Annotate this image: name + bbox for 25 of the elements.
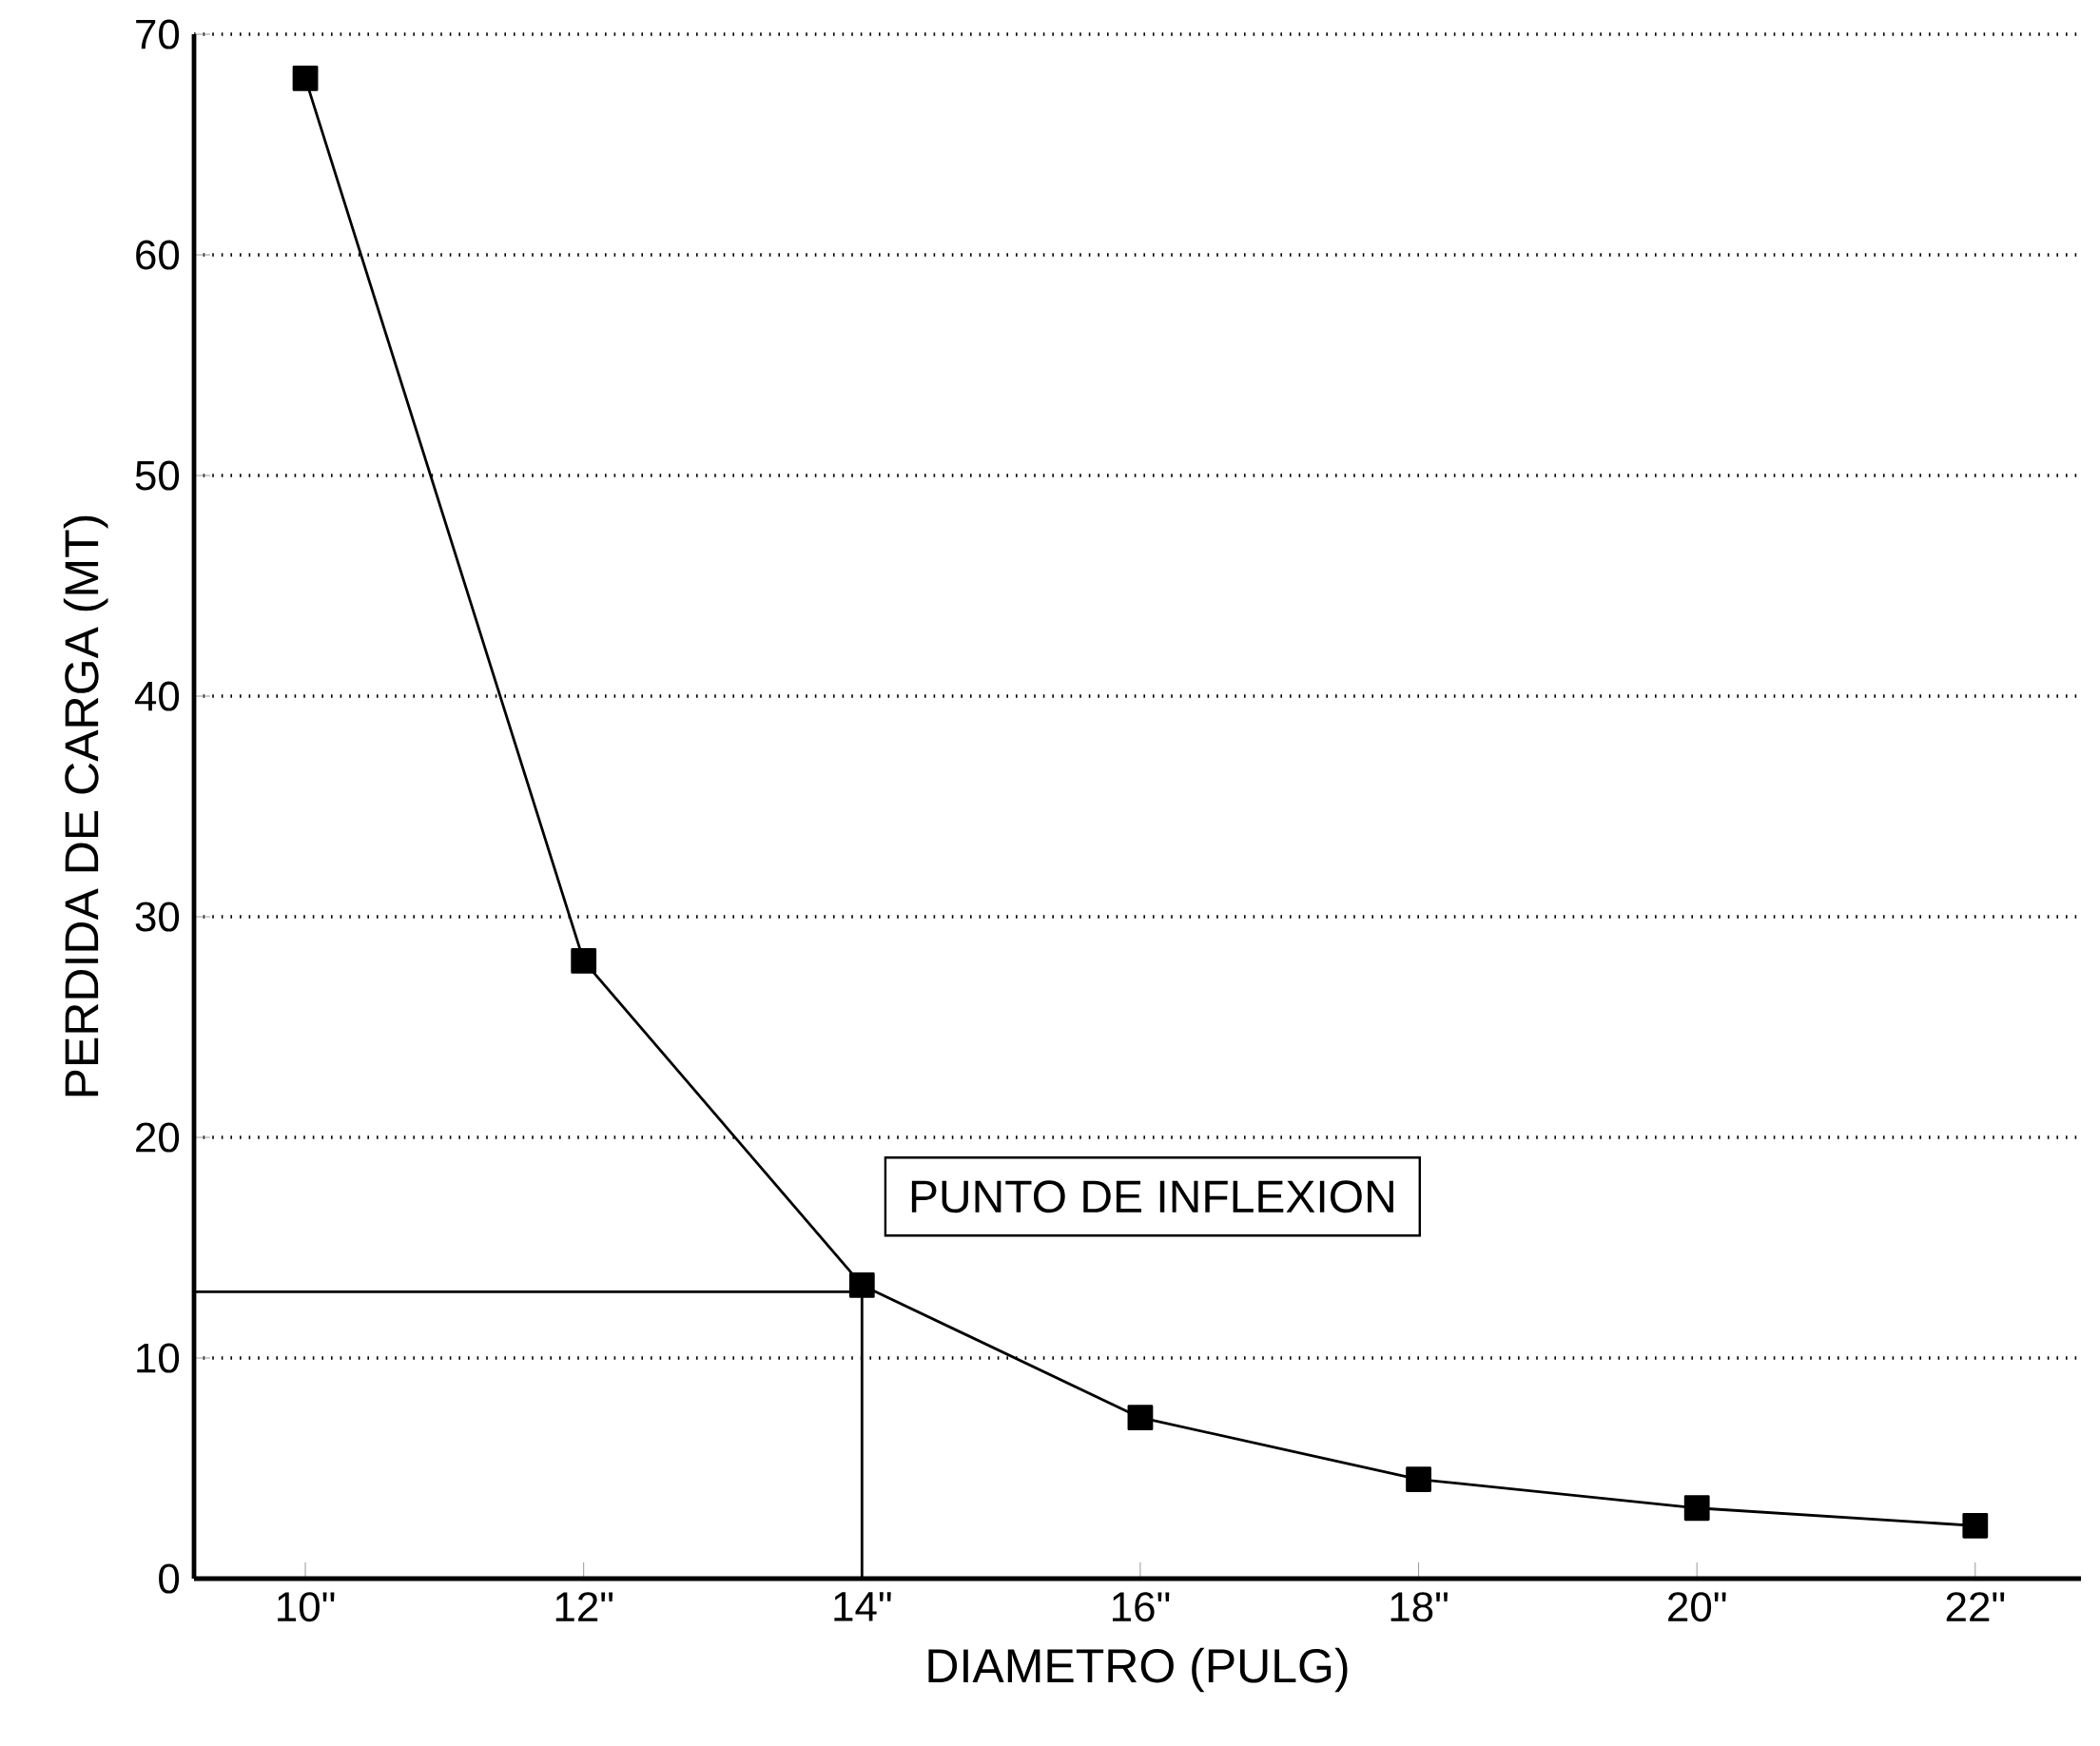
x-tick-label: 20" <box>1668 1592 1726 1622</box>
y-tick-label: 40 <box>134 681 180 711</box>
x-axis-title: DIAMETRO (PULG) <box>928 1647 1348 1693</box>
point <box>1962 1512 1989 1539</box>
y-tick-label: 60 <box>136 240 180 270</box>
point <box>1127 1405 1154 1431</box>
x-tick-label: 12" <box>555 1592 613 1621</box>
x-tick-label: 18" <box>1390 1592 1448 1622</box>
y-tick-label: 20 <box>136 1122 180 1153</box>
y-tick-label: 30 <box>135 902 180 932</box>
y-tick-label: 70 <box>136 19 180 49</box>
x-tick-label: 14" <box>834 1592 891 1621</box>
point <box>1406 1466 1431 1493</box>
x-tick-label: 22" <box>1946 1592 2005 1621</box>
point <box>571 948 597 974</box>
y-tick-label: 50 <box>135 460 180 491</box>
point <box>1683 1495 1710 1522</box>
x-tick-label: 16" <box>1112 1592 1170 1622</box>
point <box>292 66 319 91</box>
y-tick-label: 0 <box>159 1563 180 1594</box>
point <box>848 1272 875 1298</box>
annotation: PUNTO DE INFLEXION <box>911 1180 1393 1213</box>
x-tick-label: 10" <box>278 1592 335 1622</box>
y-axis-title: PERDIDA DE CARGA (MT) <box>63 515 108 1096</box>
y-tick-label: 10 <box>137 1343 180 1373</box>
